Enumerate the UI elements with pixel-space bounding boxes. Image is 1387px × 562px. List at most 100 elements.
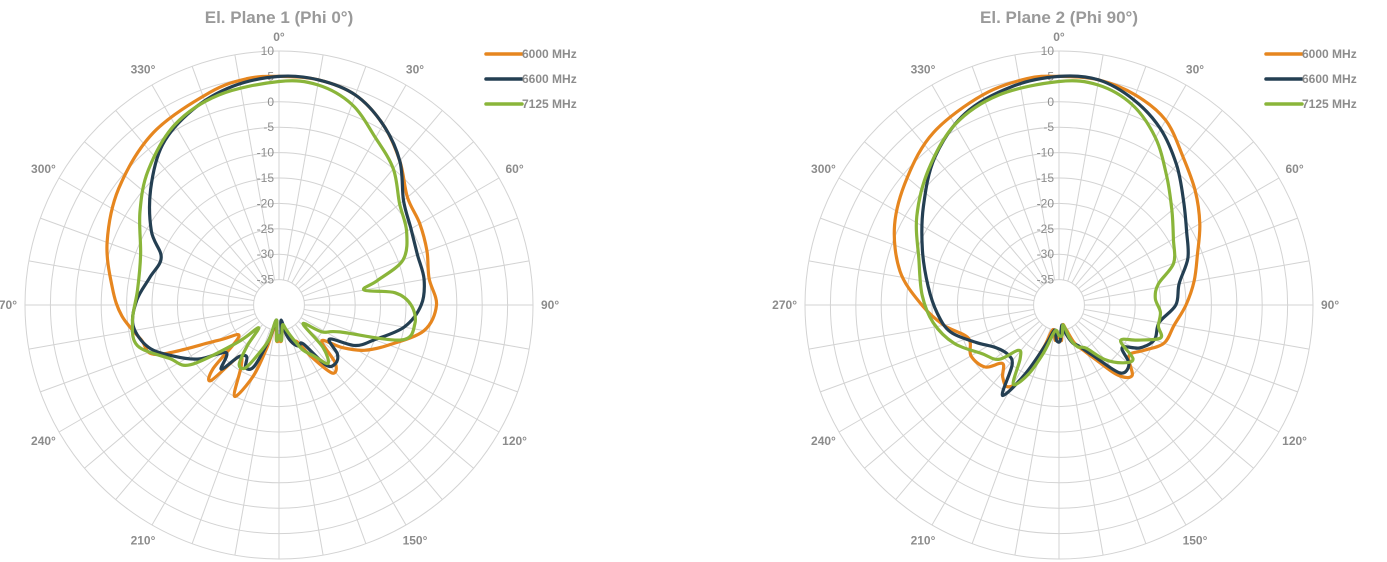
series-line-7125-mhz: [130, 79, 418, 371]
polar-chart-1: El. Plane 1 (Phi 0°)1050-5-10-15-20-25-3…: [0, 8, 577, 560]
radial-tick-label: -30: [257, 247, 275, 261]
grid-spoke: [234, 54, 276, 281]
grid-spoke: [838, 317, 1038, 433]
radial-tick-label: 10: [1041, 44, 1055, 58]
grid-spoke: [291, 326, 407, 526]
legend-item[interactable]: 7125 MHz: [1264, 97, 1357, 111]
grid-spoke: [300, 317, 500, 433]
angle-tick-label: 330°: [911, 62, 936, 76]
angle-tick-label: 0°: [1053, 30, 1065, 44]
radial-tick-label: -25: [257, 222, 275, 236]
grid-spoke: [234, 329, 276, 556]
legend: 6000 MHz 6600 MHz 7125 MHz: [484, 47, 577, 111]
grid-spoke: [1067, 328, 1147, 544]
radial-tick-label: -10: [1037, 146, 1055, 160]
radial-tick-label: -20: [257, 196, 275, 210]
polar-chart-2: El. Plane 2 (Phi 90°)1050-5-10-15-20-25-…: [772, 8, 1357, 560]
grid-spoke: [302, 313, 518, 393]
legend-label: 7125 MHz: [1302, 97, 1357, 111]
legend-label: 6600 MHz: [1302, 72, 1357, 86]
grid-spoke: [1062, 329, 1104, 556]
grid-spoke: [1082, 217, 1298, 297]
angle-tick-label: 270°: [0, 298, 17, 312]
radial-tick-label: -15: [257, 171, 275, 185]
grid-spoke: [298, 320, 474, 469]
grid-ring: [1033, 279, 1085, 331]
angle-tick-label: 210°: [131, 534, 156, 548]
chart-title: El. Plane 2 (Phi 90°): [980, 8, 1138, 27]
angle-tick-label: 30°: [406, 62, 424, 76]
grid-spoke: [58, 317, 258, 433]
grid-spoke: [28, 308, 255, 350]
legend-label: 6000 MHz: [522, 47, 577, 61]
grid-spoke: [1080, 317, 1280, 433]
grid-spoke: [1083, 308, 1310, 350]
series-line-7125-mhz: [914, 79, 1177, 387]
grid-spoke: [1074, 324, 1223, 500]
angle-tick-label: 90°: [541, 298, 559, 312]
grid-spoke: [931, 326, 1047, 526]
angle-tick-label: 240°: [31, 434, 56, 448]
grid-spoke: [1078, 320, 1254, 469]
grid-spoke: [1014, 329, 1056, 556]
grid-spoke: [1062, 54, 1104, 281]
polar-grid: [804, 50, 1314, 560]
grid-spoke: [1014, 54, 1056, 281]
grid-spoke: [1074, 110, 1223, 286]
grid-spoke: [895, 110, 1044, 286]
angle-tick-label: 60°: [1285, 162, 1303, 176]
chart-title: El. Plane 1 (Phi 0°): [205, 8, 354, 27]
angle-tick-label: 150°: [403, 534, 428, 548]
radial-tick-label: -5: [263, 120, 274, 134]
radial-tick-label: -30: [1037, 247, 1055, 261]
radial-tick-label: -15: [1037, 171, 1055, 185]
legend-item[interactable]: 6000 MHz: [484, 47, 577, 61]
angle-tick-label: 120°: [502, 434, 527, 448]
radial-tick-label: -20: [1037, 196, 1055, 210]
angle-tick-label: 300°: [811, 162, 836, 176]
angle-tick-label: 30°: [1186, 62, 1204, 76]
grid-spoke: [1080, 177, 1280, 293]
grid-spoke: [115, 110, 264, 286]
grid-spoke: [838, 177, 1038, 293]
legend-item[interactable]: 6600 MHz: [484, 72, 577, 86]
grid-spoke: [287, 66, 367, 282]
radial-tick-label: 10: [261, 44, 275, 58]
grid-spoke: [287, 328, 367, 544]
legend-label: 6600 MHz: [522, 72, 577, 86]
angle-tick-label: 120°: [1282, 434, 1307, 448]
radial-tick-label: 0: [1047, 95, 1054, 109]
grid-spoke: [58, 177, 258, 293]
grid-spoke: [282, 329, 324, 556]
legend-item[interactable]: 6600 MHz: [1264, 72, 1357, 86]
angle-tick-label: 330°: [131, 62, 156, 76]
grid-spoke: [1071, 84, 1187, 284]
grid-spoke: [300, 177, 500, 293]
grid-spoke: [303, 260, 530, 302]
radial-tick-label: 0: [267, 95, 274, 109]
legend-label: 6000 MHz: [1302, 47, 1357, 61]
legend: 6000 MHz 6600 MHz 7125 MHz: [1264, 47, 1357, 111]
angle-tick-label: 60°: [505, 162, 523, 176]
grid-spoke: [864, 320, 1040, 469]
grid-spoke: [40, 217, 256, 297]
legend-item[interactable]: 7125 MHz: [484, 97, 577, 111]
grid-spoke: [303, 308, 530, 350]
radial-tick-label: -10: [257, 146, 275, 160]
grid-ring: [253, 279, 305, 331]
angle-tick-label: 300°: [31, 162, 56, 176]
grid-spoke: [1067, 66, 1147, 282]
angle-tick-label: 240°: [811, 434, 836, 448]
grid-spoke: [1082, 313, 1298, 393]
angle-tick-label: 150°: [1183, 534, 1208, 548]
legend-item[interactable]: 6000 MHz: [1264, 47, 1357, 61]
radial-tick-label: -25: [1037, 222, 1055, 236]
radial-tick-label: -5: [1043, 120, 1054, 134]
grid-spoke: [282, 54, 324, 281]
angle-tick-label: 0°: [273, 30, 285, 44]
grid-spoke: [1078, 141, 1254, 290]
grid-spoke: [294, 110, 443, 286]
grid-spoke: [1071, 326, 1187, 526]
grid-spoke: [931, 84, 1047, 284]
